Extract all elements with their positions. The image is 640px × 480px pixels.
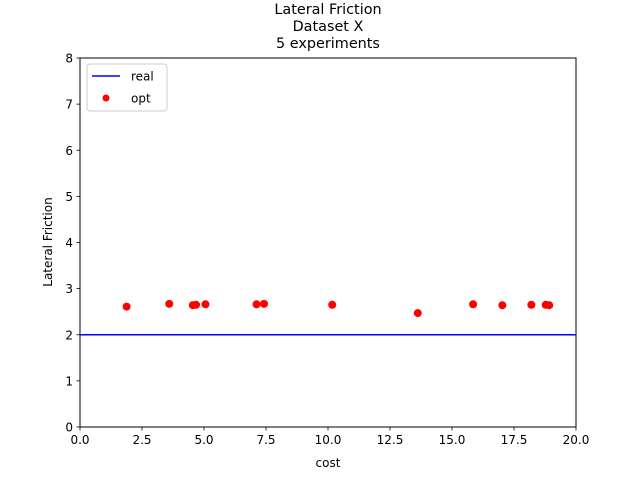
legend: real opt — [86, 63, 168, 112]
opt-point — [413, 309, 422, 318]
opt-point — [252, 300, 261, 309]
opt-point — [122, 302, 131, 311]
opt-point — [498, 301, 507, 310]
x-tick-label: 15.0 — [439, 433, 466, 447]
x-axis-ticks: 0.0 2.5 5.0 7.5 10.0 12.5 15.0 17.5 20.0 — [70, 427, 589, 447]
y-tick-label: 2 — [65, 328, 73, 342]
legend-opt-label: opt — [131, 92, 151, 106]
y-axis-label: Lateral Friction — [41, 197, 55, 286]
opt-point — [260, 299, 269, 308]
chart-title-line-1: Lateral Friction — [274, 2, 381, 18]
opt-point — [192, 300, 201, 309]
legend-opt-swatch — [102, 94, 110, 102]
y-tick-label: 5 — [65, 190, 73, 204]
legend-real-label: real — [131, 70, 154, 84]
y-tick-label: 0 — [65, 421, 73, 435]
chart-title-line-2: Dataset X — [293, 19, 364, 35]
y-tick-label: 3 — [65, 282, 73, 296]
opt-point — [165, 299, 174, 308]
x-tick-label: 5.0 — [194, 433, 213, 447]
y-axis-ticks: 0 1 2 3 4 5 6 7 8 — [65, 52, 80, 435]
axes-frame — [79, 57, 577, 428]
y-tick-label: 6 — [65, 144, 73, 158]
x-tick-label: 0.0 — [70, 433, 89, 447]
opt-point — [469, 300, 478, 309]
x-tick-label: 12.5 — [377, 433, 404, 447]
x-tick-label: 2.5 — [132, 433, 151, 447]
y-tick-label: 4 — [65, 236, 73, 250]
x-axis-label: cost — [316, 456, 341, 470]
opt-point — [527, 300, 536, 309]
y-tick-label: 1 — [65, 374, 73, 388]
opt-point — [328, 300, 337, 309]
opt-point — [201, 300, 210, 309]
opt-point — [545, 301, 554, 310]
y-tick-label: 8 — [65, 52, 73, 66]
legend-box — [86, 63, 168, 112]
x-tick-label: 17.5 — [501, 433, 528, 447]
x-tick-label: 20.0 — [563, 433, 590, 447]
chart-title-line-3: 5 experiments — [276, 36, 380, 52]
y-tick-label: 7 — [65, 98, 73, 112]
x-tick-label: 7.5 — [256, 433, 275, 447]
x-tick-label: 10.0 — [315, 433, 342, 447]
plot-area — [80, 299, 576, 336]
